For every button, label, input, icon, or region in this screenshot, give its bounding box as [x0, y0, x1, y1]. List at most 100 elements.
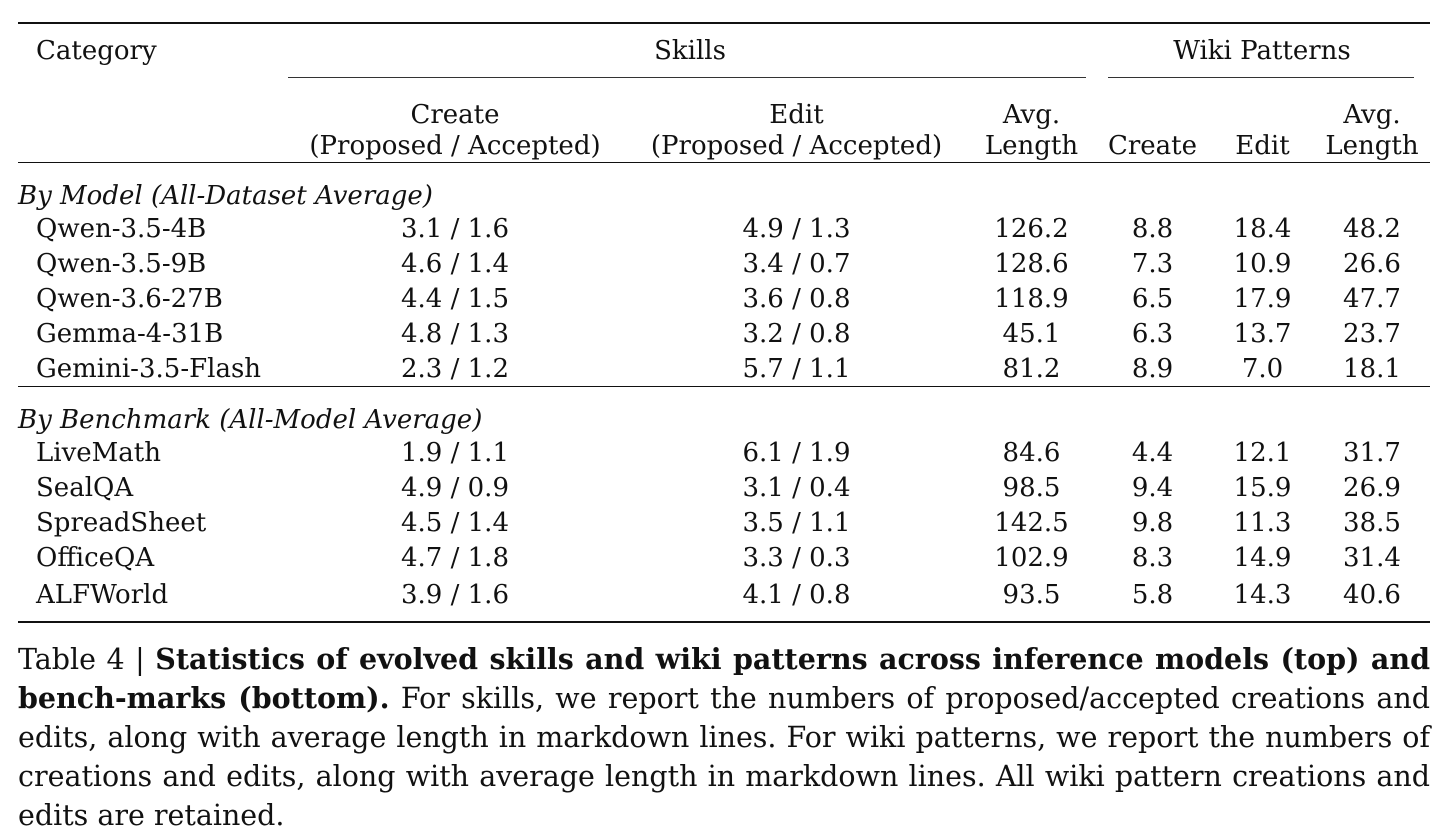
header-category: Category [36, 36, 157, 66]
cell-name: Qwen-3.5-4B [36, 213, 207, 244]
cell-skills-edit: 3.5 / 1.1 [742, 507, 851, 538]
cell-name: LiveMath [36, 437, 161, 468]
table-row: LiveMath 1.9 / 1.1 6.1 / 1.9 84.6 4.4 12.1 31.… [18, 435, 1430, 470]
cell-skills-create: 4.6 / 1.4 [401, 248, 509, 279]
caption-bold: Statistics of evolved skills and wiki pa… [18, 642, 1430, 715]
header-wiki-avg-line2: Length [1325, 131, 1419, 161]
table-row: Qwen-3.5-4B 3.1 / 1.6 4.9 / 1.3 126.2 8.8 18.… [18, 211, 1430, 246]
header-wiki-avg: Avg. Length [1314, 78, 1430, 163]
cell-skills-avg: 126.2 [994, 213, 1069, 244]
cell-skills-avg: 45.1 [1002, 318, 1061, 349]
table-row: Gemma-4-31B 4.8 / 1.3 3.2 / 0.8 45.1 6.3 13.7… [18, 316, 1430, 351]
section-title: By Benchmark (All-Model Average) [18, 386, 1430, 435]
cell-wiki-avg: 38.5 [1343, 507, 1401, 538]
cell-skills-create: 4.9 / 0.9 [401, 472, 509, 503]
cell-wiki-edit: 18.4 [1233, 213, 1292, 244]
cell-skills-edit: 3.3 / 0.3 [742, 542, 851, 573]
cell-wiki-edit: 10.9 [1233, 248, 1292, 279]
statistics-table: Category Skills Wiki Patterns Create (Pr… [18, 22, 1430, 623]
cell-wiki-create: 4.4 [1131, 437, 1174, 468]
cell-skills-edit: 6.1 / 1.9 [742, 437, 851, 468]
cell-skills-avg: 118.9 [994, 283, 1069, 314]
section-title: By Model (All-Dataset Average) [18, 181, 433, 211]
cell-name: SealQA [36, 472, 134, 503]
cell-skills-avg: 102.9 [994, 542, 1069, 573]
cell-skills-edit: 3.6 / 0.8 [742, 283, 851, 314]
section-header-row: By Model (All-Dataset Average) [18, 163, 1430, 211]
cell-wiki-edit: 11.3 [1233, 507, 1292, 538]
cell-skills-create: 4.7 / 1.8 [401, 542, 509, 573]
header-wiki-avg-line1: Avg. [1343, 100, 1401, 130]
cell-skills-avg: 84.6 [1002, 437, 1061, 468]
cell-name: Qwen-3.5-9B [36, 248, 207, 279]
cell-wiki-edit: 13.7 [1233, 318, 1292, 349]
table-row: OfficeQA 4.7 / 1.8 3.3 / 0.3 102.9 8.3 14.9 31… [18, 540, 1430, 575]
cell-skills-edit: 3.2 / 0.8 [742, 318, 851, 349]
cell-wiki-create: 9.8 [1131, 507, 1174, 538]
header-row-groups: Category Skills Wiki Patterns [18, 23, 1430, 78]
table-row: Qwen-3.6-27B 4.4 / 1.5 3.6 / 0.8 118.9 6.5 17… [18, 281, 1430, 316]
section-header-row: By Benchmark (All-Model Average) [18, 386, 1430, 435]
cell-name: OfficeQA [36, 542, 155, 573]
skills-group-underline [288, 76, 1086, 78]
cell-skills-create: 3.9 / 1.6 [286, 575, 624, 623]
header-wiki-group: Wiki Patterns [1094, 23, 1430, 78]
header-skills-create: Create (Proposed / Accepted) [286, 78, 624, 163]
header-wiki-create: Create [1094, 78, 1211, 163]
cell-skills-avg: 142.5 [994, 507, 1069, 538]
header-skills-label: Skills [654, 36, 726, 66]
header-skills-avg-line2: Length [984, 131, 1079, 161]
table-row: Gemini-3.5-Flash 2.3 / 1.2 5.7 / 1.1 81.2 8.… [18, 351, 1430, 387]
cell-skills-create: 3.1 / 1.6 [401, 213, 509, 244]
header-skills-edit-line2: (Proposed / Accepted) [650, 131, 943, 161]
cell-skills-edit: 3.1 / 0.4 [742, 472, 851, 503]
cell-wiki-avg: 31.7 [1343, 437, 1401, 468]
cell-wiki-avg: 40.6 [1314, 575, 1430, 623]
cell-wiki-create: 8.8 [1131, 213, 1174, 244]
cell-wiki-create: 6.3 [1131, 318, 1174, 349]
cell-wiki-avg: 48.2 [1343, 213, 1401, 244]
table-caption: Table 4 | Statistics of evolved skills a… [18, 640, 1430, 835]
cell-name: SpreadSheet [36, 507, 207, 538]
cell-wiki-avg: 26.6 [1343, 248, 1401, 279]
cell-wiki-avg: 31.4 [1343, 542, 1401, 573]
cell-wiki-create: 8.3 [1131, 542, 1174, 573]
cell-skills-edit: 5.7 / 1.1 [742, 353, 851, 384]
header-skills-group: Skills [286, 23, 1094, 78]
cell-wiki-create: 6.5 [1131, 283, 1174, 314]
header-skills-create-line1: Create [410, 100, 500, 130]
cell-wiki-create: 7.3 [1131, 248, 1174, 279]
cell-skills-avg: 81.2 [1002, 353, 1061, 384]
header-wiki-edit: Edit [1211, 78, 1314, 163]
cell-wiki-avg: 18.1 [1343, 353, 1401, 384]
table-row: Qwen-3.5-9B 4.6 / 1.4 3.4 / 0.7 128.6 7.3 10.… [18, 246, 1430, 281]
cell-name: ALFWorld [18, 575, 286, 623]
cell-wiki-avg: 23.7 [1343, 318, 1401, 349]
cell-skills-avg: 128.6 [994, 248, 1069, 279]
header-skills-avg: Avg. Length [969, 78, 1094, 163]
cell-skills-edit: 3.4 / 0.7 [742, 248, 851, 279]
cell-skills-edit: 4.1 / 0.8 [624, 575, 969, 623]
header-blank [18, 78, 286, 163]
cell-name: Gemini-3.5-Flash [36, 353, 262, 384]
table-row: SpreadSheet 4.5 / 1.4 3.5 / 1.1 142.5 9.8 11.… [18, 505, 1430, 540]
table-row: ALFWorld 3.9 / 1.6 4.1 / 0.8 93.5 5.8 14.3 40.… [18, 575, 1430, 623]
header-skills-avg-line1: Avg. [1002, 100, 1061, 130]
header-wiki-label: Wiki Patterns [1173, 36, 1351, 66]
cell-skills-avg: 98.5 [1002, 472, 1061, 503]
cell-wiki-edit: 15.9 [1233, 472, 1292, 503]
wiki-group-underline [1108, 76, 1414, 78]
cell-wiki-edit: 12.1 [1233, 437, 1292, 468]
cell-wiki-avg: 26.9 [1343, 472, 1401, 503]
cell-name: Gemma-4-31B [36, 318, 224, 349]
cell-wiki-edit: 14.3 [1211, 575, 1314, 623]
cell-skills-create: 1.9 / 1.1 [401, 437, 509, 468]
cell-wiki-avg: 47.7 [1343, 283, 1401, 314]
caption-text: For skills, we report the numbers of pro… [18, 682, 1430, 832]
table-row: SealQA 4.9 / 0.9 3.1 / 0.4 98.5 9.4 15.9 26.9 [18, 470, 1430, 505]
header-skills-edit-line1: Edit [769, 100, 824, 130]
header-skills-create-line2: (Proposed / Accepted) [309, 131, 601, 161]
cell-wiki-create: 8.9 [1131, 353, 1174, 384]
cell-skills-create: 2.3 / 1.2 [401, 353, 509, 384]
cell-skills-create: 4.4 / 1.5 [401, 283, 509, 314]
